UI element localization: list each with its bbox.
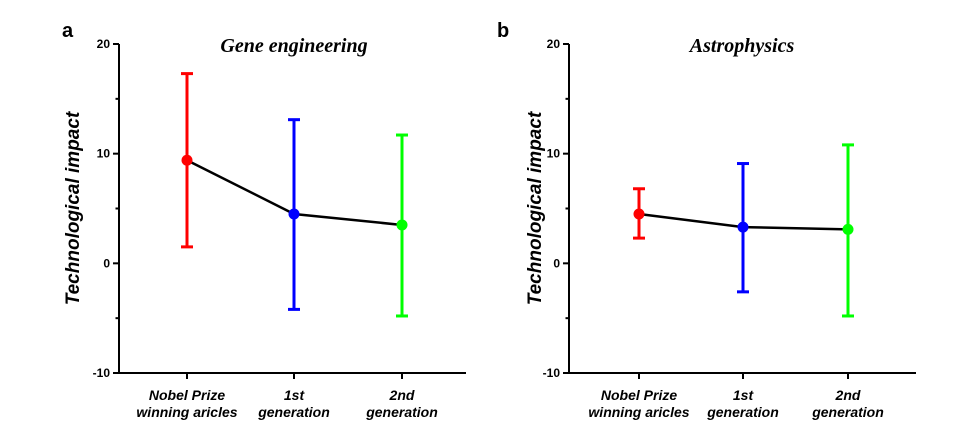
y-tick-label: -10 — [93, 366, 111, 380]
x-tick-label-line: generation — [811, 404, 884, 420]
x-tick-label: Nobel Prize winning aricles — [136, 387, 237, 420]
x-tick-label: 2nd generation — [365, 387, 438, 420]
data-point — [633, 208, 645, 220]
x-tick-label: 1st generation — [257, 387, 330, 420]
x-tick-label-line: generation — [706, 404, 779, 420]
y-tick-label: 0 — [103, 256, 110, 270]
data-point — [288, 208, 300, 220]
x-tick-label: Nobel Prize winning aricles — [588, 387, 689, 420]
data-point — [396, 219, 408, 231]
panel-label: b — [497, 20, 509, 42]
y-tick-label: 0 — [553, 256, 560, 270]
x-tick-label-line: generation — [365, 404, 438, 420]
x-tick-label-line: Nobel Prize — [149, 387, 225, 403]
x-tick-label-line: 2nd — [835, 387, 861, 403]
x-tick-label-line: winning aricles — [136, 404, 237, 420]
x-tick-label-line: 1st — [284, 387, 306, 403]
x-tick-label-line: Nobel Prize — [601, 387, 677, 403]
panel-label: a — [62, 20, 74, 42]
x-tick-label-line: 1st — [733, 387, 755, 403]
x-tick-label-line: winning aricles — [588, 404, 689, 420]
chart-panel-b: b Astrophysics Technological impact -10 0 10 2… — [497, 20, 916, 420]
chart-title: Astrophysics — [688, 35, 795, 57]
x-tick-label-line: generation — [257, 404, 330, 420]
data-point — [737, 221, 749, 233]
y-tick-label: -10 — [543, 366, 561, 380]
chart-panel-a: a Gene engineering Technological impact -10… — [62, 20, 466, 420]
y-tick-label: 20 — [97, 37, 111, 51]
x-tick-label-line: 2nd — [389, 387, 415, 403]
x-tick-label: 1st generation — [706, 387, 779, 420]
chart-title: Gene engineering — [220, 35, 367, 57]
y-tick-label: 10 — [97, 147, 111, 161]
y-axis-label: Technological impact — [63, 111, 84, 305]
y-tick-label: 20 — [547, 37, 561, 51]
y-tick-label: 10 — [547, 147, 561, 161]
y-axis-label: Technological impact — [525, 111, 546, 305]
data-point — [842, 223, 854, 235]
x-tick-label: 2nd generation — [811, 387, 884, 420]
data-point — [181, 154, 193, 166]
